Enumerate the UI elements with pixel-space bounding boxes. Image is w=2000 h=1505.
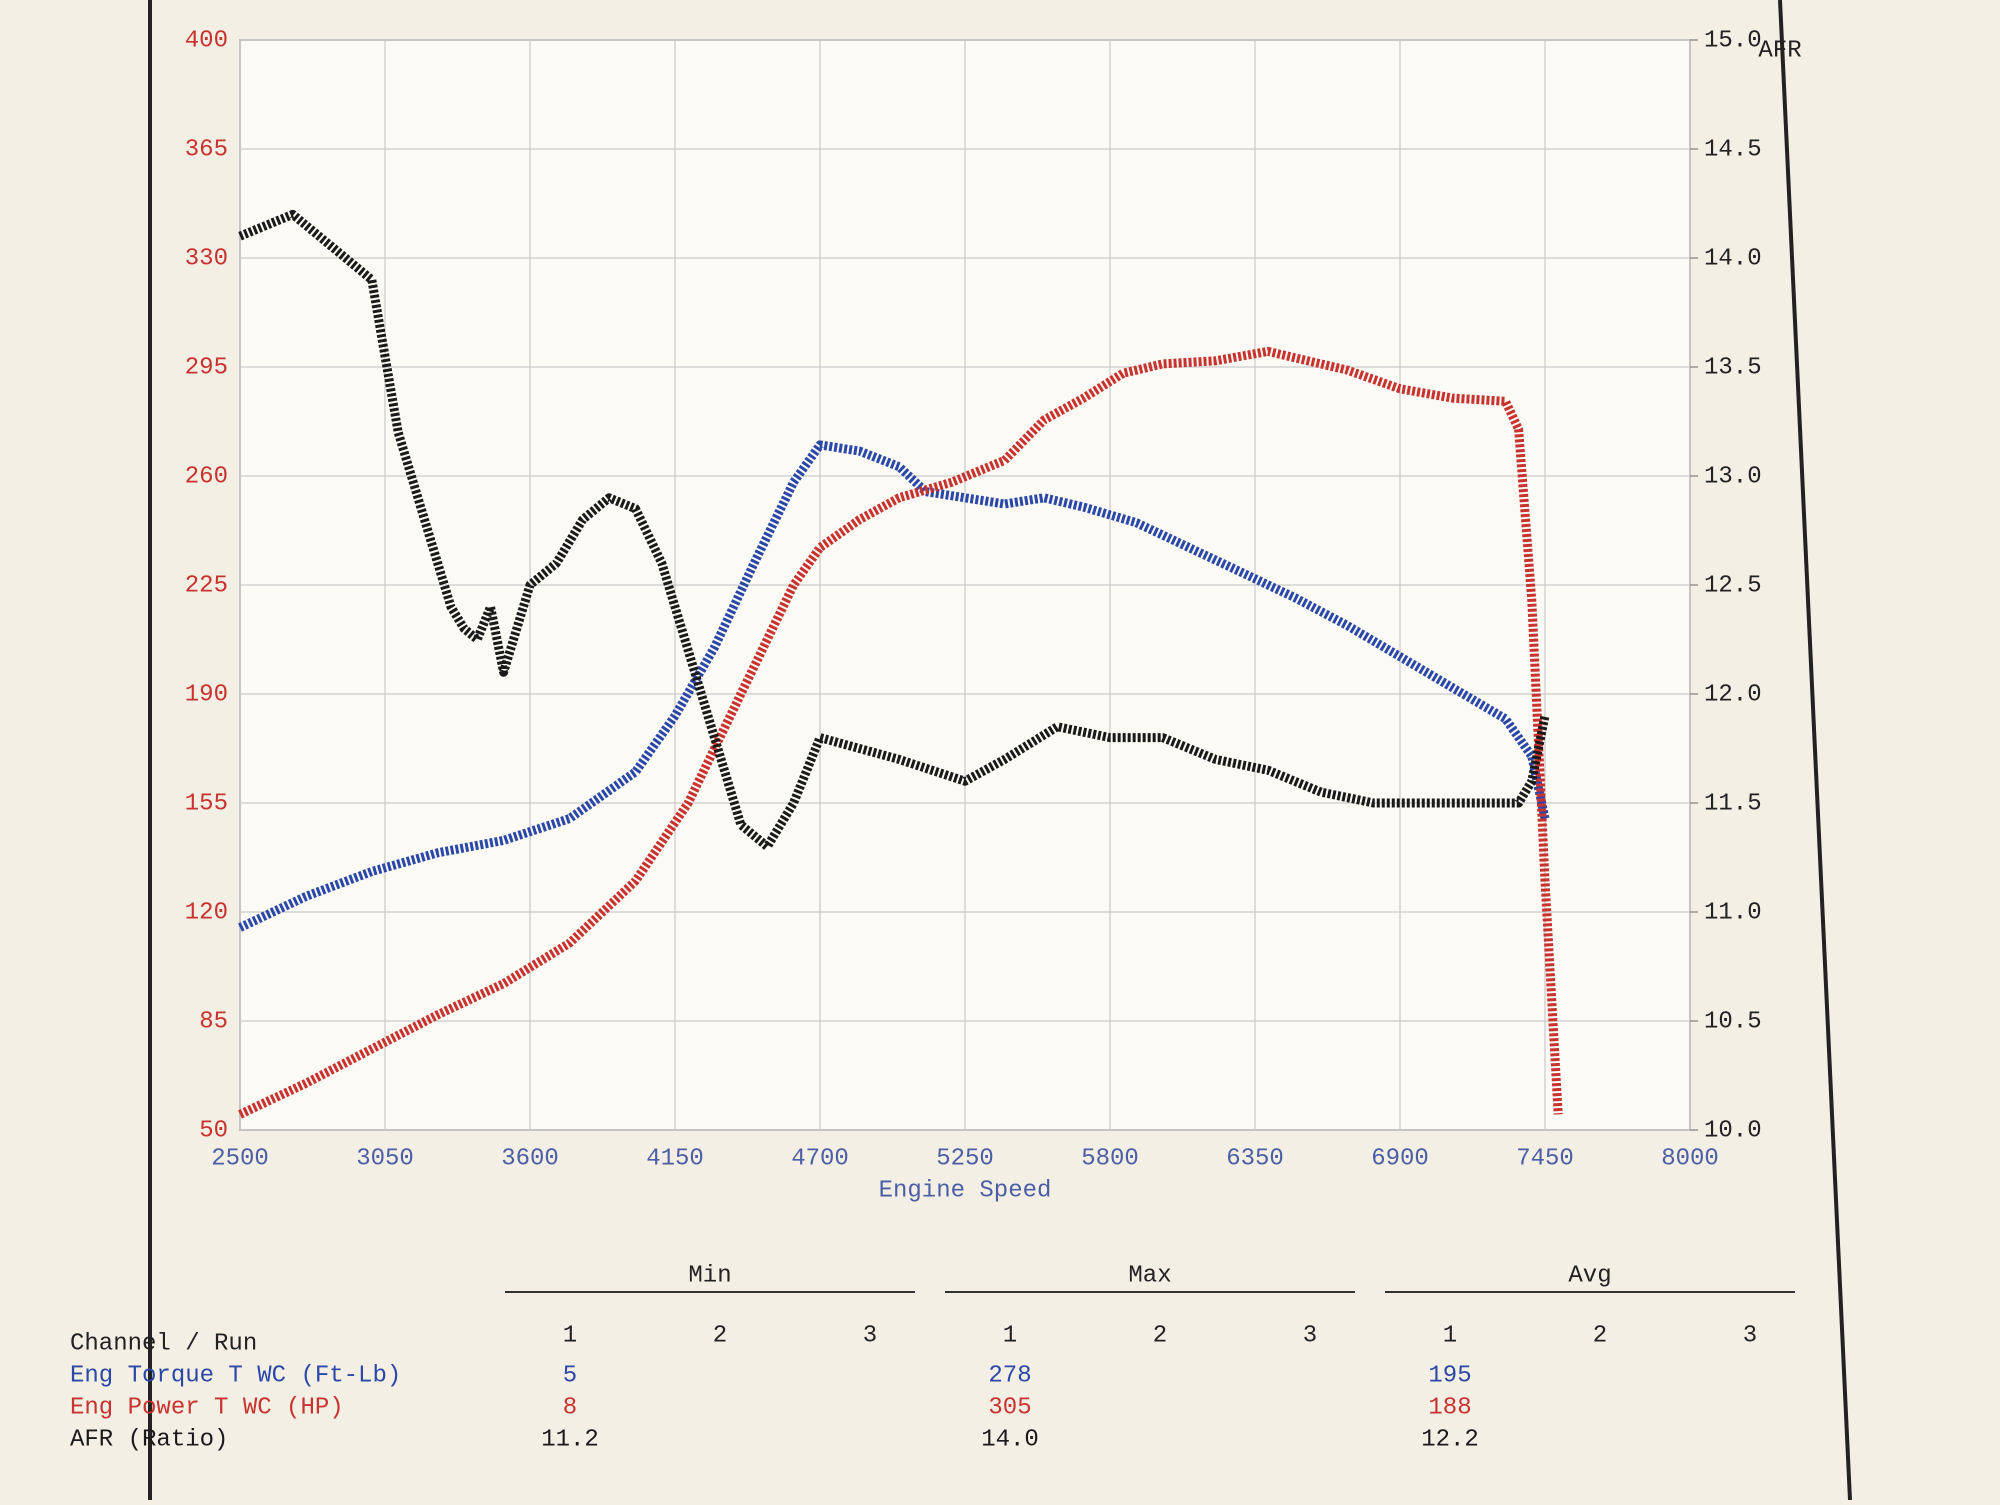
x-tick-label: 5800 (1081, 1145, 1139, 1172)
y-tick-label: 155 (185, 790, 228, 817)
y2-tick-label: 13.5 (1704, 354, 1762, 381)
table-value: 8 (563, 1394, 577, 1421)
y-tick-label: 365 (185, 136, 228, 163)
x-tick-label: 7450 (1516, 1145, 1574, 1172)
x-tick-label: 4150 (646, 1145, 704, 1172)
table-run-number: 3 (1303, 1322, 1317, 1349)
y-tick-label: 50 (199, 1117, 228, 1144)
y-tick-label: 190 (185, 681, 228, 708)
table-value: 5 (563, 1362, 577, 1389)
y2-tick-label: 11.0 (1704, 899, 1762, 926)
y2-tick-label: 12.0 (1704, 681, 1762, 708)
x-axis-label: Engine Speed (879, 1177, 1052, 1204)
y-tick-label: 85 (199, 1008, 228, 1035)
series-line (238, 346, 1563, 1119)
y-tick-label: 225 (185, 572, 228, 599)
y2-tick-label: 13.0 (1704, 463, 1762, 490)
table-run-number: 3 (1743, 1322, 1757, 1349)
table-value: 12.2 (1421, 1426, 1479, 1453)
table-run-number: 2 (1153, 1322, 1167, 1349)
table-run-number: 1 (563, 1322, 577, 1349)
x-tick-label: 6900 (1371, 1145, 1429, 1172)
series-line (238, 209, 1550, 852)
x-tick-label: 8000 (1661, 1145, 1719, 1172)
table-value: 278 (988, 1362, 1031, 1389)
y-tick-label: 295 (185, 354, 228, 381)
y-tick-label: 260 (185, 463, 228, 490)
table-run-number: 1 (1443, 1322, 1457, 1349)
y2-tick-label: 10.0 (1704, 1117, 1762, 1144)
y2-tick-label: 11.5 (1704, 790, 1762, 817)
y2-axis-label: AFR (1758, 37, 1801, 64)
x-tick-label: 4700 (791, 1145, 849, 1172)
table-run-number: 2 (1593, 1322, 1607, 1349)
y2-tick-label: 12.5 (1704, 572, 1762, 599)
x-tick-label: 2500 (211, 1145, 269, 1172)
table-value: 14.0 (981, 1426, 1039, 1453)
table-group-header: Max (1128, 1262, 1171, 1289)
x-tick-label: 5250 (936, 1145, 994, 1172)
table-channel-name: AFR (Ratio) (70, 1426, 228, 1453)
table-run-number: 3 (863, 1322, 877, 1349)
table-value: 305 (988, 1394, 1031, 1421)
y-tick-label: 330 (185, 245, 228, 272)
table-channel-name: Eng Torque T WC (Ft-Lb) (70, 1362, 401, 1389)
y2-tick-label: 14.5 (1704, 136, 1762, 163)
table-group-header: Min (688, 1262, 731, 1289)
y2-tick-label: 14.0 (1704, 245, 1762, 272)
x-tick-label: 3600 (501, 1145, 559, 1172)
x-tick-label: 6350 (1226, 1145, 1284, 1172)
table-run-number: 2 (713, 1322, 727, 1349)
table-group-header: Avg (1568, 1262, 1611, 1289)
y-tick-label: 400 (185, 27, 228, 54)
page-border (1778, 0, 1852, 1501)
x-tick-label: 3050 (356, 1145, 414, 1172)
table-value: 188 (1428, 1394, 1471, 1421)
table-header: Channel / Run (70, 1330, 257, 1357)
table-channel-name: Eng Power T WC (HP) (70, 1394, 344, 1421)
y-tick-label: 120 (185, 899, 228, 926)
table-value: 11.2 (541, 1426, 599, 1453)
table-run-number: 1 (1003, 1322, 1017, 1349)
series-line (238, 440, 1550, 932)
table-value: 195 (1428, 1362, 1471, 1389)
y2-tick-label: 15.0 (1704, 27, 1762, 54)
y2-tick-label: 10.5 (1704, 1008, 1762, 1035)
